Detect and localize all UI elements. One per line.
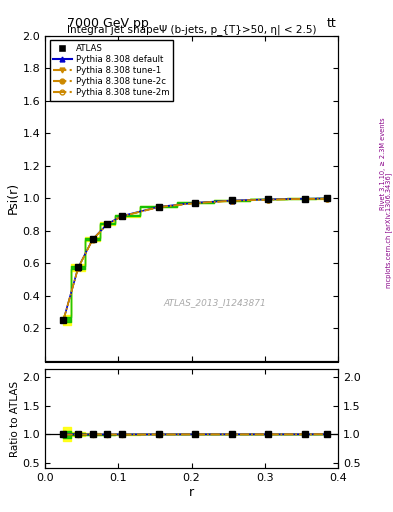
Text: 7000 GeV pp: 7000 GeV pp	[67, 16, 149, 30]
Legend: ATLAS, Pythia 8.308 default, Pythia 8.308 tune-1, Pythia 8.308 tune-2c, Pythia 8: ATLAS, Pythia 8.308 default, Pythia 8.30…	[50, 40, 173, 101]
Text: mcplots.cern.ch [arXiv:1306.3436]: mcplots.cern.ch [arXiv:1306.3436]	[385, 173, 392, 288]
Text: ATLAS_2013_I1243871: ATLAS_2013_I1243871	[163, 298, 266, 307]
Y-axis label: Ratio to ATLAS: Ratio to ATLAS	[10, 380, 20, 457]
Title: Integral jet shapeΨ (b-jets, p_{T}>50, η| < 2.5): Integral jet shapeΨ (b-jets, p_{T}>50, η…	[67, 24, 316, 35]
Text: tt: tt	[326, 16, 336, 30]
Y-axis label: Psi(r): Psi(r)	[7, 182, 20, 215]
Text: Rivet 3.1.10, ≥ 2.3M events: Rivet 3.1.10, ≥ 2.3M events	[380, 118, 386, 210]
X-axis label: r: r	[189, 486, 194, 499]
